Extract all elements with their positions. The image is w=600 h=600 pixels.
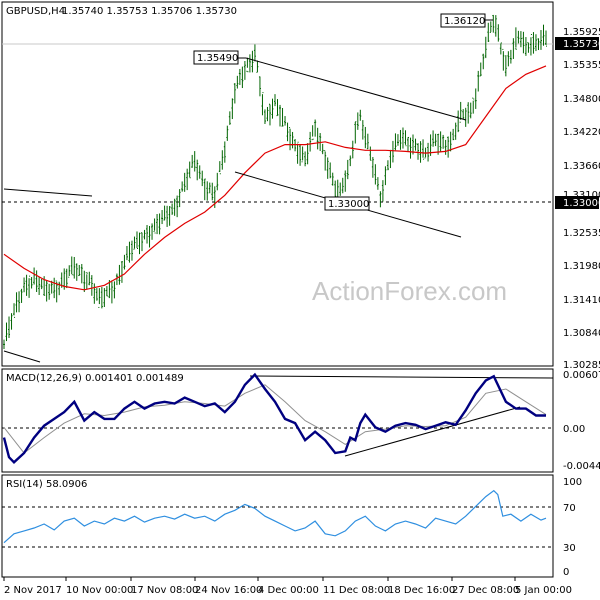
price-header-symbol: GBPUSD,H4 [6,6,65,17]
rsi-tick-3: 0 [563,567,569,578]
macd-tick-0: 0.006073 [563,370,600,381]
x-tick-label: 17 Nov 08:00 [131,585,198,596]
macd-panel: MACD(12,26,9) 0.001401 0.001489 0.006073… [1,368,600,473]
annotation-low-label: 1.33000 [328,199,369,210]
x-tick-label: 10 Nov 00:00 [66,585,133,596]
x-tick-label: 5 Jan 00:00 [515,585,572,596]
macd-resistance-line [249,375,554,379]
macd-tick-2: -0.004441 [563,461,600,472]
macd-signal-line [3,384,547,454]
x-tick-label: 24 Nov 16:00 [195,585,262,596]
rsi-panel: RSI(14) 58.0906 100 70 30 0 [1,474,582,578]
price-panel: GBPUSD,H4 1.35740 1.35753 1.35706 1.3573… [1,1,600,371]
price-tick-6: 1.32535 [563,228,600,239]
price-tick-4: 1.33660 [563,161,600,172]
annotation-high-2-label: 1.36120 [444,16,485,27]
x-tick-label: 18 Dec 16:00 [388,585,455,596]
annotation-high-1: 1.35490 [193,50,246,65]
rsi-tick-2: 30 [563,543,576,554]
ema-line [3,65,547,291]
rsi-line [3,489,547,544]
price-tick-7: 1.31980 [563,261,600,272]
rsi-tick-0: 100 [563,477,582,488]
annotation-low: 1.33000 [324,196,370,211]
price-tick-0: 1.35925 [563,27,600,38]
price-y-axis: 1.35925 1.35355 1.34800 1.34220 1.33660 … [555,27,600,371]
x-tick-label: 2 Nov 2017 [4,585,62,596]
annotation-high-2: 1.36120 [440,13,493,28]
x-tick-label: 11 Dec 08:00 [323,585,390,596]
price-bars [3,14,547,350]
price-tick-2: 1.34800 [563,94,600,105]
channel-upper-trendline [245,57,467,121]
x-tick-label: 4 Dec 00:00 [258,585,319,596]
x-tick-label: 27 Dec 08:00 [452,585,519,596]
last-price-box [555,37,599,50]
watermark: ActionForex.com [312,276,507,306]
macd-support-line [344,406,521,457]
price-tick-5: 1.33100 [563,190,600,201]
level-price-label: 1.33000 [563,198,600,209]
macd-tick-1: 0.00 [563,424,585,435]
macd-line [2,372,546,464]
price-tick-1: 1.35355 [563,60,600,71]
level-price-box [555,196,599,209]
price-tick-9: 1.30840 [563,328,600,339]
price-header-ohlc: 1.35740 1.35753 1.35706 1.35730 [62,6,237,17]
old-support-trendline [3,350,41,363]
rsi-title: RSI(14) 58.0906 [6,479,87,490]
price-tick-10: 1.30285 [563,360,600,371]
macd-title: MACD(12,26,9) 0.001401 0.001489 [6,373,184,384]
rsi-tick-1: 70 [563,503,576,514]
price-tick-8: 1.31410 [563,295,600,306]
old-resistance-trendline [3,188,93,197]
last-price-label: 1.35730 [563,39,600,50]
price-tick-3: 1.34220 [563,127,600,138]
annotation-high-1-label: 1.35490 [197,53,238,64]
